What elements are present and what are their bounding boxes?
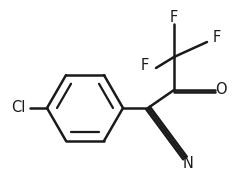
Text: F: F bbox=[141, 57, 149, 73]
Text: F: F bbox=[213, 30, 221, 46]
Text: O: O bbox=[215, 83, 227, 98]
Text: F: F bbox=[170, 11, 178, 26]
Text: N: N bbox=[182, 156, 193, 171]
Text: Cl: Cl bbox=[11, 101, 25, 115]
